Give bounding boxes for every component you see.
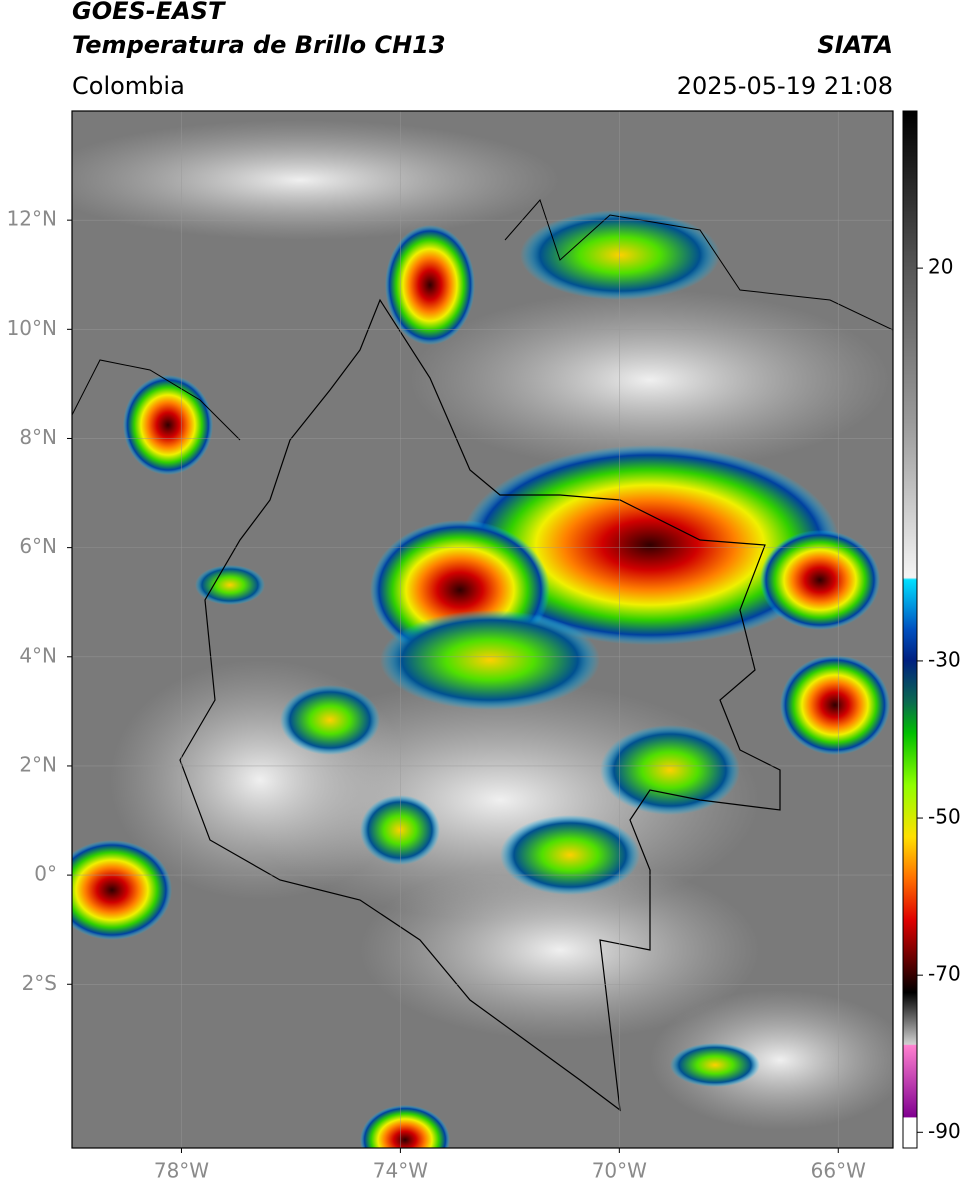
y-tick-label: 0°: [34, 862, 57, 886]
satellite-image: [72, 111, 893, 1148]
title: GOES-EAST: [72, 0, 226, 25]
colorbar-label: -30: [928, 647, 961, 671]
subtitle: Temperatura de Brillo CH13: [72, 31, 446, 59]
x-tick-label: 66°W: [811, 1159, 866, 1183]
timestamp: 2025-05-19 21:08: [677, 72, 893, 100]
source: SIATA: [817, 31, 893, 59]
y-tick-label: 6°N: [19, 534, 57, 558]
x-tick-label: 74°W: [373, 1159, 428, 1183]
y-tick-label: 2°S: [22, 971, 57, 995]
y-tick-label: 12°N: [7, 207, 57, 231]
y-tick-label: 8°N: [19, 425, 57, 449]
colorbar-label: -90: [928, 1119, 961, 1143]
y-tick-label: 2°N: [19, 752, 57, 776]
y-tick-label: 10°N: [7, 316, 57, 340]
region: Colombia: [72, 72, 185, 100]
colorbar: [902, 110, 918, 1149]
colorbar-label: -50: [928, 805, 961, 829]
x-tick-label: 78°W: [154, 1159, 209, 1183]
y-tick-label: 4°N: [19, 643, 57, 667]
map-frame: [71, 110, 894, 1149]
colorbar-label: -70: [928, 962, 961, 986]
x-tick-label: 70°W: [592, 1159, 647, 1183]
colorbar-label: 20: [928, 255, 953, 279]
